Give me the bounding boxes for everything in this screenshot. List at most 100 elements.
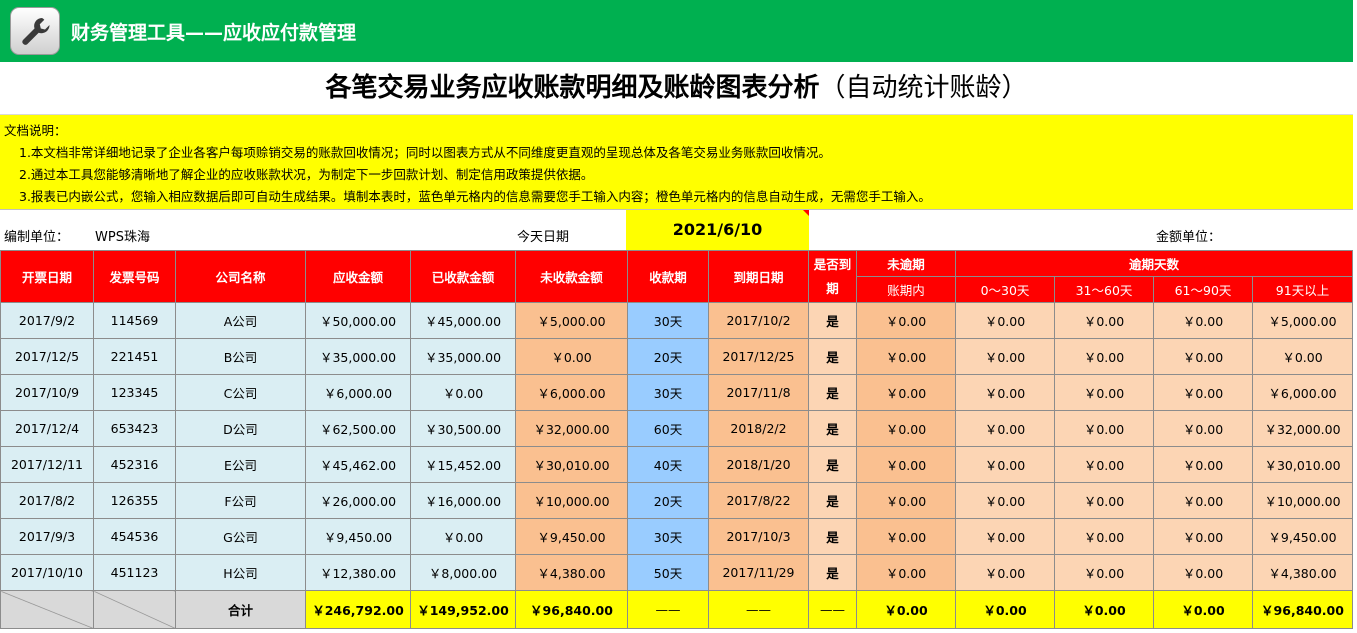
- total-receivable: ￥246,792.00: [305, 590, 411, 629]
- cell-invoice-date[interactable]: 2017/9/3: [0, 518, 94, 555]
- cell-invoice-date[interactable]: 2017/10/10: [0, 554, 94, 591]
- cell-receivable[interactable]: ￥9,450.00: [305, 518, 411, 555]
- cell-received[interactable]: ￥45,000.00: [410, 302, 516, 339]
- header-bucket-91-plus: 91天以上: [1252, 276, 1353, 303]
- cell-received[interactable]: ￥0.00: [410, 518, 516, 555]
- cell-within-term: ￥0.00: [856, 338, 956, 375]
- cell-bucket-0-30: ￥0.00: [955, 338, 1055, 375]
- cell-received[interactable]: ￥16,000.00: [410, 482, 516, 519]
- cell-due-date: 2017/11/29: [708, 554, 809, 591]
- cell-term[interactable]: 20天: [627, 338, 709, 375]
- header-term: 收款期: [627, 250, 709, 303]
- cell-invoice-date[interactable]: 2017/12/4: [0, 410, 94, 447]
- cell-invoice-no[interactable]: 454536: [93, 518, 176, 555]
- notes-line-3: 3.报表已内嵌公式，您输入相应数据后即可自动生成结果。填制本表时，蓝色单元格内的…: [19, 189, 931, 204]
- totals-row: 合计 ￥246,792.00 ￥149,952.00 ￥96,840.00 ——…: [0, 590, 1353, 629]
- cell-received[interactable]: ￥30,500.00: [410, 410, 516, 447]
- total-bucket-0-30: ￥0.00: [955, 590, 1055, 629]
- cell-bucket-31-60: ￥0.00: [1054, 518, 1154, 555]
- cell-receivable[interactable]: ￥50,000.00: [305, 302, 411, 339]
- receivables-table: 开票日期 发票号码 公司名称 应收金额 已收款金额 未收款金额 收款期 到期日期…: [0, 250, 1353, 629]
- cell-overdue: 是: [808, 302, 857, 339]
- cell-bucket-61-90: ￥0.00: [1153, 374, 1253, 411]
- cell-receivable[interactable]: ￥6,000.00: [305, 374, 411, 411]
- cell-invoice-no[interactable]: 451123: [93, 554, 176, 591]
- cell-invoice-no[interactable]: 126355: [93, 482, 176, 519]
- cell-term[interactable]: 20天: [627, 482, 709, 519]
- cell-within-term: ￥0.00: [856, 302, 956, 339]
- cell-invoice-no[interactable]: 221451: [93, 338, 176, 375]
- cell-bucket-0-30: ￥0.00: [955, 302, 1055, 339]
- cell-term[interactable]: 30天: [627, 302, 709, 339]
- cell-invoice-date[interactable]: 2017/12/11: [0, 446, 94, 483]
- totals-label: 合计: [175, 590, 306, 629]
- report-title-suffix: （自动统计账龄）: [819, 73, 1028, 103]
- header-invoice-date: 开票日期: [0, 250, 94, 303]
- cell-bucket-31-60: ￥0.00: [1054, 410, 1154, 447]
- app-banner: 财务管理工具——应收应付款管理: [0, 0, 1357, 62]
- cell-receivable[interactable]: ￥45,462.00: [305, 446, 411, 483]
- table-row: 2017/12/11 452316 E公司 ￥45,462.00 ￥15,452.00 ￥…: [0, 446, 1353, 483]
- app-title: 财务管理工具——应收应付款管理: [71, 22, 357, 44]
- cell-term[interactable]: 50天: [627, 554, 709, 591]
- report-title-text: 各笔交易业务应收账款明细及账龄图表分析: [325, 73, 820, 103]
- cell-invoice-date[interactable]: 2017/9/2: [0, 302, 94, 339]
- cell-company[interactable]: D公司: [175, 410, 306, 447]
- cell-invoice-no[interactable]: 114569: [93, 302, 176, 339]
- document-notes: 文档说明： 1.本文档非常详细地记录了企业各客户每项赊销交易的账款回收情况；同时…: [0, 114, 1353, 210]
- cell-receivable[interactable]: ￥62,500.00: [305, 410, 411, 447]
- cell-bucket-61-90: ￥0.00: [1153, 410, 1253, 447]
- cell-received[interactable]: ￥35,000.00: [410, 338, 516, 375]
- cell-received[interactable]: ￥8,000.00: [410, 554, 516, 591]
- cell-received[interactable]: ￥0.00: [410, 374, 516, 411]
- cell-outstanding: ￥6,000.00: [515, 374, 628, 411]
- cell-invoice-date[interactable]: 2017/8/2: [0, 482, 94, 519]
- cell-term[interactable]: 30天: [627, 374, 709, 411]
- cell-company[interactable]: A公司: [175, 302, 306, 339]
- total-within-term: ￥0.00: [856, 590, 956, 629]
- cell-company[interactable]: F公司: [175, 482, 306, 519]
- cell-overdue: 是: [808, 518, 857, 555]
- cell-due-date: 2018/2/2: [708, 410, 809, 447]
- cell-receivable[interactable]: ￥26,000.00: [305, 482, 411, 519]
- cell-bucket-61-90: ￥0.00: [1153, 518, 1253, 555]
- wrench-icon: [10, 7, 60, 55]
- header-outstanding: 未收款金额: [515, 250, 628, 303]
- total-received: ￥149,952.00: [410, 590, 516, 629]
- cell-outstanding: ￥9,450.00: [515, 518, 628, 555]
- cell-bucket-31-60: ￥0.00: [1054, 338, 1154, 375]
- cell-due-date: 2017/11/8: [708, 374, 809, 411]
- cell-bucket-31-60: ￥0.00: [1054, 446, 1154, 483]
- cell-invoice-date[interactable]: 2017/12/5: [0, 338, 94, 375]
- cell-term[interactable]: 40天: [627, 446, 709, 483]
- unit-value[interactable]: WPS珠海: [95, 230, 150, 245]
- total-bucket-91-plus: ￥96,840.00: [1252, 590, 1353, 629]
- cell-company[interactable]: E公司: [175, 446, 306, 483]
- cell-within-term: ￥0.00: [856, 410, 956, 447]
- cell-company[interactable]: B公司: [175, 338, 306, 375]
- cell-term[interactable]: 60天: [627, 410, 709, 447]
- cell-due-date: 2017/10/2: [708, 302, 809, 339]
- cell-bucket-61-90: ￥0.00: [1153, 302, 1253, 339]
- cell-company[interactable]: G公司: [175, 518, 306, 555]
- cell-bucket-91-plus: ￥6,000.00: [1252, 374, 1353, 411]
- header-overdue-q: 是否到期: [808, 250, 857, 303]
- cell-term[interactable]: 30天: [627, 518, 709, 555]
- cell-overdue: 是: [808, 374, 857, 411]
- today-date-cell[interactable]: 2021/6/10: [626, 210, 809, 250]
- cell-bucket-0-30: ￥0.00: [955, 446, 1055, 483]
- cell-receivable[interactable]: ￥12,380.00: [305, 554, 411, 591]
- cell-invoice-no[interactable]: 653423: [93, 410, 176, 447]
- cell-invoice-date[interactable]: 2017/10/9: [0, 374, 94, 411]
- header-company: 公司名称: [175, 250, 306, 303]
- cell-bucket-61-90: ￥0.00: [1153, 338, 1253, 375]
- cell-receivable[interactable]: ￥35,000.00: [305, 338, 411, 375]
- cell-invoice-no[interactable]: 452316: [93, 446, 176, 483]
- header-received: 已收款金额: [410, 250, 516, 303]
- header-bucket-31-60: 31～60天: [1054, 276, 1154, 303]
- cell-due-date: 2018/1/20: [708, 446, 809, 483]
- cell-invoice-no[interactable]: 123345: [93, 374, 176, 411]
- cell-received[interactable]: ￥15,452.00: [410, 446, 516, 483]
- cell-company[interactable]: H公司: [175, 554, 306, 591]
- cell-company[interactable]: C公司: [175, 374, 306, 411]
